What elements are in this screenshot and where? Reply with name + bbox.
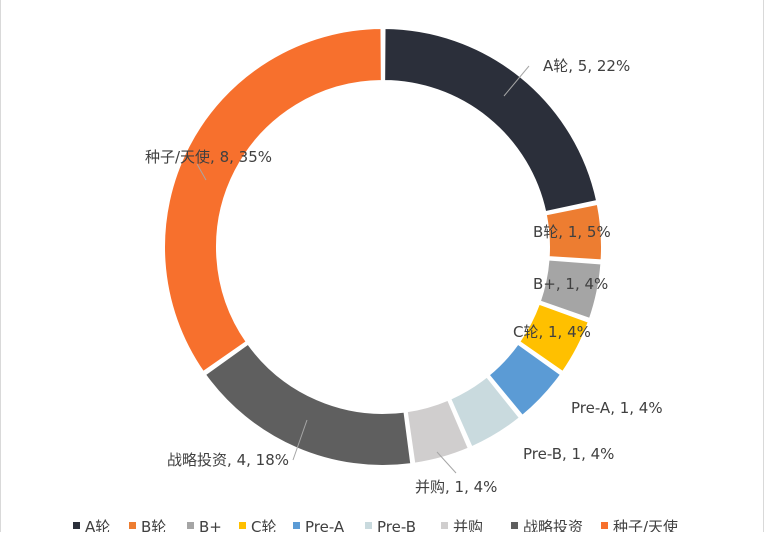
legend-swatch-c [239, 522, 246, 529]
legend-label-pre-a: Pre-A [305, 518, 345, 532]
data-label-item: 种子/天使, 8, 35% [145, 148, 272, 166]
slice-b [544, 202, 603, 262]
legend-label-b: B轮 [141, 518, 166, 532]
legend-swatch-item [601, 522, 608, 529]
slice-item [405, 398, 471, 465]
slice-pre-a [487, 342, 563, 418]
leader-line-item [196, 163, 207, 181]
legend-swatch-pre-a [293, 522, 300, 529]
legend-swatch-item [441, 522, 448, 529]
data-label-pre-a: Pre-A, 1, 4% [571, 399, 663, 417]
legend-swatch-a [73, 522, 80, 529]
slice-pre-b [448, 375, 522, 449]
data-label-item: 战略投资, 4, 18% [167, 451, 289, 469]
slice-item [203, 342, 413, 467]
data-label-a: A轮, 5, 22% [543, 57, 630, 75]
data-label-b: B轮, 1, 5% [533, 223, 611, 241]
leader-line-a [503, 65, 530, 97]
slice-c [517, 302, 591, 374]
slice-item [163, 26, 383, 374]
legend-swatch-item [511, 522, 518, 529]
legend-label-pre-b: Pre-B [377, 518, 416, 532]
data-label-pre-b: Pre-B, 1, 4% [523, 445, 614, 463]
legend-swatch-b [129, 522, 136, 529]
legend-label-a: A轮 [85, 518, 110, 532]
leader-line-item [292, 419, 308, 461]
legend-label-item: 战略投资 [523, 518, 583, 532]
legend-label-item: 种子/天使 [613, 518, 678, 532]
legend-label-b: B+ [199, 518, 222, 532]
data-label-b: B+, 1, 4% [533, 275, 608, 293]
legend-label-item: 并购 [453, 518, 483, 532]
slice-b [538, 258, 603, 321]
legend-swatch-pre-b [365, 522, 372, 529]
slice-a [383, 26, 599, 214]
leader-line-item [436, 451, 457, 474]
data-label-item: 并购, 1, 4% [415, 478, 497, 496]
legend-label-c: C轮 [251, 518, 276, 532]
legend-swatch-b [187, 522, 194, 529]
data-label-c: C轮, 1, 4% [513, 323, 591, 341]
